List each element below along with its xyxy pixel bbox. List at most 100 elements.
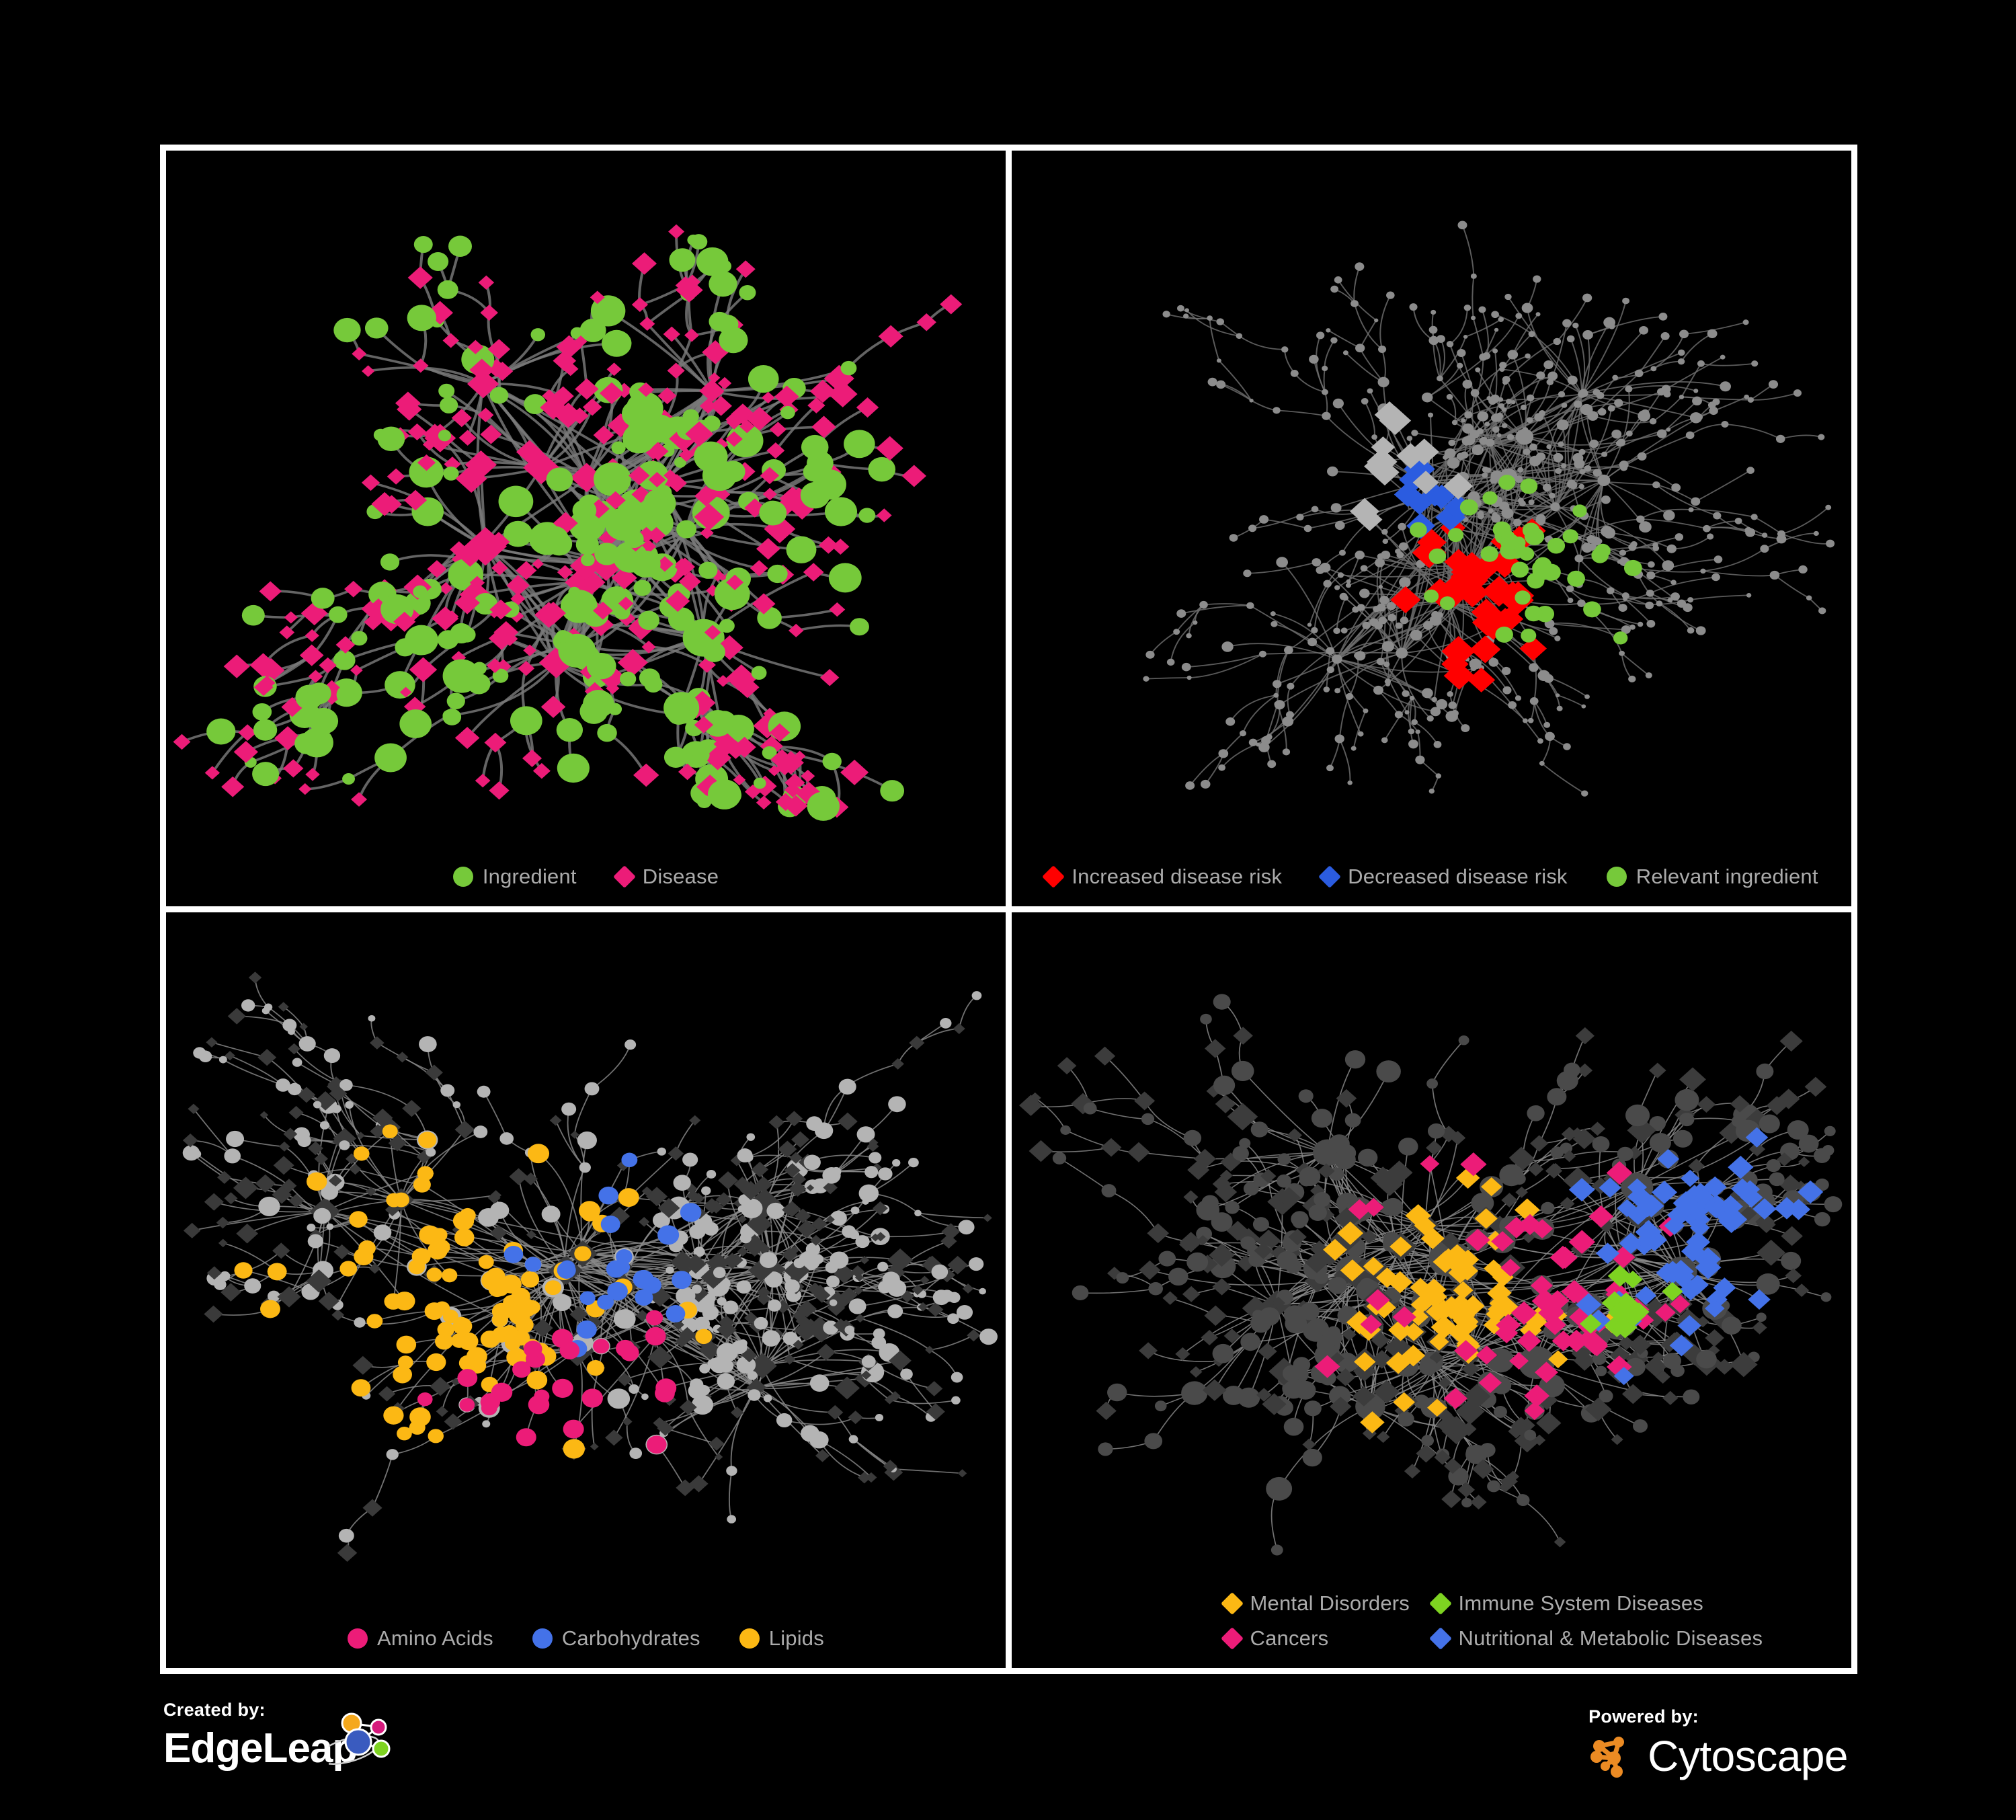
network-node-circle[interactable] — [1658, 313, 1668, 321]
network-node-diamond[interactable] — [305, 629, 319, 642]
network-node-circle[interactable] — [1248, 738, 1258, 746]
network-node-circle[interactable] — [1706, 533, 1714, 540]
network-node-diamond[interactable] — [413, 358, 429, 373]
network-node-circle[interactable] — [1515, 695, 1522, 701]
network-node-diamond[interactable] — [487, 1191, 501, 1204]
network-node-circle[interactable] — [1479, 436, 1488, 445]
network-node-circle[interactable] — [1776, 535, 1787, 544]
network-node-circle[interactable] — [1314, 1142, 1332, 1158]
network-node-circle[interactable] — [459, 1208, 476, 1223]
network-node-circle[interactable] — [1671, 483, 1681, 492]
network-node-diamond[interactable] — [1254, 1242, 1273, 1259]
network-node-circle[interactable] — [1553, 338, 1562, 346]
network-node-circle[interactable] — [253, 719, 278, 741]
network-node-circle[interactable] — [282, 1019, 297, 1032]
network-node-circle[interactable] — [1377, 553, 1384, 560]
network-node-circle[interactable] — [413, 236, 433, 253]
network-node-diamond[interactable] — [352, 347, 367, 361]
network-node-circle[interactable] — [1408, 728, 1415, 735]
network-node-circle[interactable] — [762, 1330, 780, 1347]
network-node-circle[interactable] — [1396, 647, 1408, 659]
network-node-circle[interactable] — [1345, 693, 1354, 700]
network-node-circle[interactable] — [1606, 587, 1615, 594]
network-node-circle[interactable] — [1504, 293, 1512, 301]
network-node-circle[interactable] — [1581, 790, 1588, 797]
network-node-diamond[interactable] — [575, 464, 596, 482]
network-node-diamond[interactable] — [820, 669, 840, 686]
network-node-circle[interactable] — [1700, 568, 1706, 574]
network-node-circle[interactable] — [1531, 457, 1538, 463]
network-node-circle[interactable] — [1276, 557, 1288, 568]
network-nodes[interactable] — [173, 224, 963, 821]
network-node-diamond[interactable] — [641, 640, 656, 654]
network-node-circle[interactable] — [364, 317, 389, 339]
network-node-circle[interactable] — [1408, 739, 1418, 749]
network-node-diamond[interactable] — [1376, 1431, 1390, 1443]
network-node-circle[interactable] — [892, 1158, 901, 1167]
network-node-circle[interactable] — [1508, 701, 1517, 709]
network-node-circle[interactable] — [1243, 569, 1252, 578]
network-node-circle[interactable] — [1299, 1302, 1320, 1320]
network-node-circle[interactable] — [1499, 1164, 1524, 1187]
network-node-circle[interactable] — [1451, 420, 1458, 426]
network-node-circle[interactable] — [1363, 708, 1369, 713]
network-node-circle[interactable] — [383, 1406, 404, 1425]
network-node-circle[interactable] — [437, 280, 458, 299]
network-node-circle[interactable] — [307, 682, 331, 705]
network-node-circle[interactable] — [1436, 699, 1448, 710]
network-node-circle[interactable] — [1207, 315, 1213, 321]
network-node-diamond[interactable] — [328, 1175, 342, 1187]
network-node-circle[interactable] — [1695, 626, 1706, 635]
network-node-circle[interactable] — [1333, 627, 1340, 635]
network-node-circle[interactable] — [1240, 1333, 1260, 1351]
network-node-circle[interactable] — [786, 536, 817, 563]
network-node-diamond[interactable] — [1621, 1384, 1644, 1404]
network-node-circle[interactable] — [1579, 469, 1586, 475]
network-node-circle[interactable] — [1273, 407, 1281, 414]
network-node-circle[interactable] — [1677, 349, 1685, 356]
network-node-circle[interactable] — [663, 746, 688, 768]
network-node-circle[interactable] — [1613, 631, 1628, 645]
network-node-diamond[interactable] — [1474, 1208, 1498, 1229]
network-node-circle[interactable] — [300, 727, 333, 758]
network-node-circle[interactable] — [1326, 647, 1335, 655]
network-node-circle[interactable] — [1383, 661, 1390, 668]
network-node-circle[interactable] — [746, 1133, 756, 1141]
network-node-circle[interactable] — [1328, 1277, 1347, 1294]
network-node-circle[interactable] — [1675, 533, 1684, 541]
network-node-circle[interactable] — [1688, 507, 1694, 512]
network-node-circle[interactable] — [1296, 513, 1304, 521]
network-node-circle[interactable] — [1398, 542, 1408, 551]
network-node-circle[interactable] — [1322, 365, 1328, 372]
network-node-circle[interactable] — [1285, 711, 1295, 719]
network-node-circle[interactable] — [1259, 515, 1269, 524]
network-node-diamond[interactable] — [549, 1115, 562, 1126]
network-node-circle[interactable] — [1196, 1199, 1220, 1221]
network-node-circle[interactable] — [826, 1275, 840, 1288]
network-node-diamond[interactable] — [656, 556, 674, 572]
network-node-circle[interactable] — [349, 1211, 368, 1228]
network-node-circle[interactable] — [1399, 577, 1411, 588]
network-node-circle[interactable] — [1766, 1159, 1781, 1173]
network-node-circle[interactable] — [489, 387, 509, 404]
network-node-circle[interactable] — [1181, 1381, 1208, 1405]
network-node-circle[interactable] — [1492, 348, 1498, 354]
network-node-circle[interactable] — [1381, 737, 1388, 744]
network-node-circle[interactable] — [503, 520, 533, 547]
network-node-circle[interactable] — [900, 1368, 913, 1380]
network-node-diamond[interactable] — [909, 1035, 925, 1050]
network-node-diamond[interactable] — [1554, 1536, 1566, 1548]
network-node-circle[interactable] — [1806, 595, 1812, 601]
network-node-diamond[interactable] — [876, 436, 903, 461]
network-node-circle[interactable] — [633, 1269, 654, 1289]
network-node-diamond[interactable] — [337, 1544, 358, 1562]
network-node-circle[interactable] — [419, 1036, 437, 1053]
network-node-circle[interactable] — [1769, 570, 1780, 580]
network-node-diamond[interactable] — [775, 793, 796, 812]
network-node-circle[interactable] — [1258, 650, 1266, 658]
network-node-circle[interactable] — [241, 604, 265, 626]
network-node-circle[interactable] — [1582, 293, 1592, 303]
network-node-circle[interactable] — [1549, 627, 1558, 635]
network-node-circle[interactable] — [848, 1298, 866, 1314]
network-node-circle[interactable] — [1477, 513, 1484, 520]
